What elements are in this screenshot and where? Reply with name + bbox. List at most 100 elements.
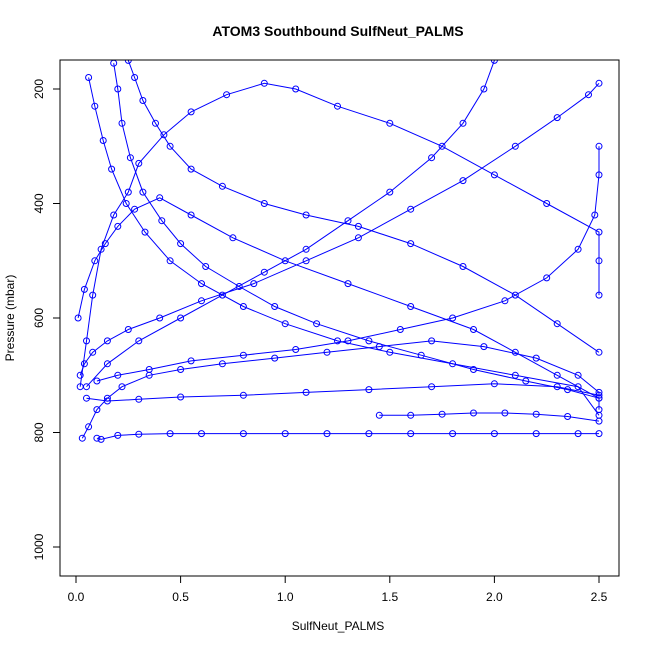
data-point bbox=[532, 430, 540, 438]
x-axis: 0.0 0.5 1.0 1.5 2.0 2.5 bbox=[68, 575, 608, 604]
data-point bbox=[187, 211, 195, 219]
data-point bbox=[501, 409, 509, 417]
data-point bbox=[344, 280, 352, 288]
data-point bbox=[126, 154, 134, 162]
data-point bbox=[166, 430, 174, 438]
data-point bbox=[124, 188, 132, 196]
series-line bbox=[379, 412, 600, 422]
data-point bbox=[365, 430, 373, 438]
data-point bbox=[97, 245, 105, 253]
data-point bbox=[428, 337, 436, 345]
series-6 bbox=[110, 60, 603, 402]
data-point bbox=[124, 326, 132, 333]
series-1 bbox=[78, 337, 603, 442]
data-point bbox=[198, 430, 205, 438]
data-point bbox=[135, 395, 143, 403]
data-point bbox=[501, 297, 509, 305]
data-point bbox=[595, 391, 603, 399]
data-point bbox=[271, 354, 279, 362]
y-tick-label: 200 bbox=[32, 79, 46, 99]
data-point bbox=[553, 371, 561, 379]
x-tick-label: 1.5 bbox=[381, 590, 398, 604]
data-point bbox=[260, 268, 268, 276]
chart-title: ATOM3 Southbound SulfNeut_PALMS bbox=[212, 23, 463, 39]
series-layer bbox=[74, 60, 603, 443]
data-point bbox=[595, 142, 603, 150]
data-point bbox=[83, 383, 90, 391]
series-line bbox=[77, 197, 600, 399]
data-point bbox=[313, 320, 321, 328]
data-point bbox=[135, 337, 143, 345]
data-point bbox=[480, 343, 488, 351]
data-point bbox=[83, 394, 90, 402]
data-point bbox=[99, 137, 107, 144]
series-line bbox=[81, 340, 600, 439]
data-point bbox=[271, 303, 279, 310]
data-point bbox=[449, 314, 457, 322]
data-point bbox=[239, 430, 247, 438]
data-point bbox=[91, 257, 99, 265]
data-point bbox=[595, 430, 603, 438]
data-point bbox=[187, 108, 195, 116]
data-point bbox=[160, 131, 168, 139]
data-point bbox=[386, 348, 394, 356]
data-point bbox=[103, 397, 111, 405]
data-point bbox=[281, 257, 289, 265]
data-point bbox=[145, 366, 153, 373]
data-point bbox=[187, 165, 195, 173]
series-line bbox=[86, 60, 495, 388]
data-point bbox=[323, 348, 331, 356]
data-point bbox=[564, 386, 572, 394]
data-point bbox=[97, 435, 105, 443]
data-point bbox=[177, 240, 185, 248]
data-point bbox=[449, 360, 457, 368]
data-point bbox=[114, 85, 122, 93]
data-point bbox=[80, 285, 88, 293]
series-line bbox=[113, 63, 600, 399]
data-point bbox=[239, 351, 247, 359]
data-point bbox=[449, 430, 457, 438]
x-tick-label: 0.0 bbox=[68, 590, 85, 604]
data-point bbox=[407, 411, 415, 419]
data-point bbox=[543, 274, 551, 282]
data-point bbox=[595, 171, 603, 179]
data-point bbox=[202, 263, 210, 270]
data-point bbox=[511, 291, 519, 299]
data-point bbox=[365, 386, 373, 394]
data-point bbox=[131, 74, 139, 81]
data-point bbox=[595, 348, 603, 356]
data-point bbox=[591, 211, 599, 219]
series-line bbox=[79, 82, 600, 387]
data-point bbox=[459, 119, 467, 127]
data-point bbox=[101, 240, 109, 248]
data-point bbox=[177, 314, 185, 322]
y-axis: 200 400 600 800 1000 bbox=[32, 79, 61, 560]
data-point bbox=[114, 371, 122, 379]
data-point bbox=[110, 211, 118, 219]
x-tick-label: 2.0 bbox=[486, 590, 503, 604]
data-point bbox=[334, 102, 341, 110]
data-point bbox=[595, 228, 603, 236]
series-line bbox=[86, 383, 600, 402]
data-point bbox=[428, 154, 436, 162]
data-point bbox=[218, 360, 226, 368]
data-point bbox=[281, 320, 289, 328]
y-tick-label: 1000 bbox=[32, 533, 46, 560]
data-point bbox=[223, 91, 231, 99]
data-point bbox=[564, 413, 572, 420]
data-point bbox=[365, 337, 373, 345]
data-point bbox=[89, 348, 97, 356]
data-point bbox=[386, 119, 394, 127]
data-point bbox=[85, 74, 93, 81]
data-point bbox=[459, 177, 467, 185]
data-point bbox=[595, 79, 603, 87]
series-4 bbox=[76, 79, 603, 379]
data-point bbox=[595, 291, 603, 299]
data-point bbox=[93, 434, 101, 442]
data-point bbox=[198, 280, 205, 288]
y-axis-label: Pressure (mbar) bbox=[3, 275, 17, 362]
data-point bbox=[187, 357, 195, 365]
data-point bbox=[354, 234, 362, 242]
data-point bbox=[260, 200, 268, 207]
